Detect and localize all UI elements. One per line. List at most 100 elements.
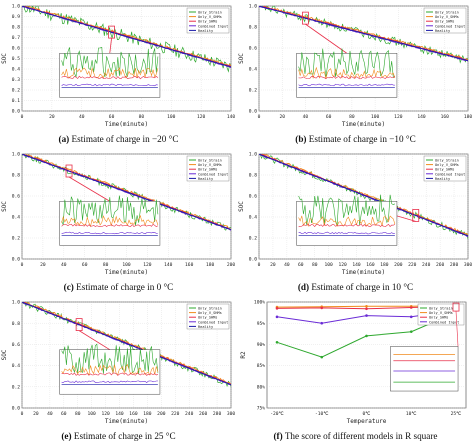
inset-zoom	[59, 47, 161, 98]
panel-d: 0 20 40 60 80 100 120 140 160 180 200 220 240 260 280 3…	[237, 148, 474, 296]
legend-label: Only_SHMs	[198, 168, 217, 172]
y-tick-label: 0.2	[12, 88, 21, 94]
y-tick-label: 0.0	[12, 109, 21, 115]
y-tick-label: 0.6	[249, 46, 258, 52]
x-tick-label: 160	[441, 114, 450, 120]
x-tick-label: 240	[422, 262, 431, 268]
zoom-marker	[65, 164, 73, 178]
series-group	[259, 154, 468, 240]
x-tick-label: 80	[312, 262, 318, 268]
legend: Only_StrainOnly_V_SHMsOnly_SHMsCombined …	[423, 7, 467, 34]
y-axis-label: R2	[240, 351, 247, 359]
x-tick-label: 260	[199, 411, 208, 417]
plot-area: 0 20 40 60 80 100 120 140 160 180 200 220 240 260 280 3…	[238, 152, 472, 276]
y-tick-label: 1.0	[12, 4, 21, 10]
inset-series	[61, 223, 159, 228]
y-axis-label: SOC	[238, 53, 245, 64]
point-combined-input	[365, 314, 368, 317]
x-tick-label: 240	[185, 411, 194, 417]
x-tick-label: 140	[227, 114, 236, 120]
legend: Only_StrainOnly_V_SHMsOnly_SHMsCombined …	[186, 7, 230, 34]
zoom-arrow	[68, 176, 110, 202]
y-tick-label: 0.4	[249, 67, 258, 73]
y-tick-label: 0.0	[12, 257, 21, 263]
x-tick-label: 0	[21, 114, 24, 120]
legend-label: Combined Input	[435, 24, 465, 28]
chart-f: 75% 80% 85% 90% 95% 100% -20℃ -10℃ 0℃ 10℃ 25℃ Tempe…	[240, 300, 467, 425]
y-tick-label: 0.5	[12, 56, 21, 62]
x-tick-label: 120	[197, 114, 206, 120]
x-tick-label: 0	[21, 411, 24, 417]
inset-zoom	[390, 346, 459, 392]
x-tick-label: 40	[61, 262, 67, 268]
y-tick-label: 80%	[257, 384, 266, 390]
inset-zoom	[296, 48, 398, 98]
inset-series	[61, 195, 159, 226]
legend-label: Combined Input	[198, 24, 228, 28]
legend-label: Reality	[435, 177, 451, 181]
zoom-marker	[452, 302, 460, 312]
y-tick-label: 1.0	[12, 152, 21, 158]
series-reality	[22, 302, 231, 386]
y-tick-label: 0.6	[12, 342, 21, 348]
legend-label: Combined Input	[429, 320, 459, 324]
inset-series	[61, 67, 159, 79]
plot-area: 0 20 40 60 80 100 120 140 160 180 200 220 240 260 280 3…	[1, 300, 235, 425]
x-tick-label: 140	[164, 262, 173, 268]
legend-label: Only_V_SHMs	[429, 311, 453, 315]
x-tick-label: 260	[436, 262, 445, 268]
x-tick-label: 20	[49, 114, 55, 120]
point-combined-input	[409, 315, 413, 319]
inset-series	[298, 83, 395, 87]
inset-series	[61, 75, 159, 80]
legend-label: Only_Strain	[429, 307, 453, 311]
x-tick-label: 40	[303, 114, 309, 120]
plot-area: 75% 80% 85% 90% 95% 100% -20℃ -10℃ 0℃ 10℃ 25℃ Tempe…	[240, 300, 467, 425]
y-tick-label: 1.0	[12, 300, 21, 306]
legend-label: Combined Input	[198, 172, 228, 176]
x-tick-label: 40	[47, 411, 53, 417]
inset-zoom	[59, 195, 161, 246]
series-group	[22, 154, 231, 231]
x-tick-label: 40	[284, 262, 290, 268]
legend-label: Combined Input	[198, 320, 228, 324]
x-tick-label: 60	[109, 114, 115, 120]
legend-label: Combined Input	[435, 172, 465, 176]
caption-d: (d) Estimate of charge in 10 °C	[297, 282, 414, 292]
zoom-marker	[75, 318, 83, 331]
legend-box	[417, 303, 465, 326]
y-tick-label: 0.9	[12, 14, 21, 20]
y-tick-label: 0.0	[12, 406, 21, 412]
x-tick-label: 180	[464, 114, 473, 120]
inset-series	[61, 372, 159, 376]
inset-frame	[59, 201, 161, 246]
x-tick-label: 60	[326, 114, 332, 120]
x-axis-label: Time(minute)	[105, 418, 148, 425]
plot-area: 0 20 40 60 80 100 120 140 0.0 0.1 0.2 0.3 0.4 0.5 0.6 0…	[1, 4, 236, 128]
legend-label: Reality	[198, 325, 214, 329]
series-reality	[22, 154, 231, 231]
plot-area: 0 20 40 60 80 100 120 140 160 180 0.0 0.2 0.4 0.6 0.8 1…	[238, 4, 473, 128]
x-tick-label: 100	[167, 114, 176, 120]
y-tick-label: 0.1	[12, 98, 21, 104]
y-tick-label: 0.2	[249, 236, 258, 242]
x-tick-label: 60	[61, 411, 67, 417]
chart-d: 0 20 40 60 80 100 120 140 160 180 200 220 240 260 280 3…	[238, 152, 472, 276]
x-tick-label: 120	[394, 114, 403, 120]
y-tick-label: 75%	[257, 406, 266, 412]
y-tick-label: 0.2	[249, 88, 258, 94]
y-tick-label: 1.0	[249, 4, 258, 10]
y-tick-label: 0.6	[12, 46, 21, 52]
x-tick-label: 20	[33, 411, 39, 417]
x-tick-label: 0	[258, 114, 261, 120]
caption-c: (c) Estimate of charge in 0 °C	[63, 282, 174, 292]
point-combined-input	[275, 315, 279, 319]
y-tick-label: 0.6	[249, 194, 258, 200]
x-tick-label: 20	[270, 262, 276, 268]
legend-box	[186, 303, 230, 330]
x-tick-label: 280	[450, 262, 459, 268]
point-only-shms	[365, 307, 368, 311]
x-tick-label: 100	[325, 262, 334, 268]
caption-b: (b) Estimate of charge in −10 °C	[295, 134, 416, 144]
x-axis-label: Time(minute)	[342, 269, 385, 276]
